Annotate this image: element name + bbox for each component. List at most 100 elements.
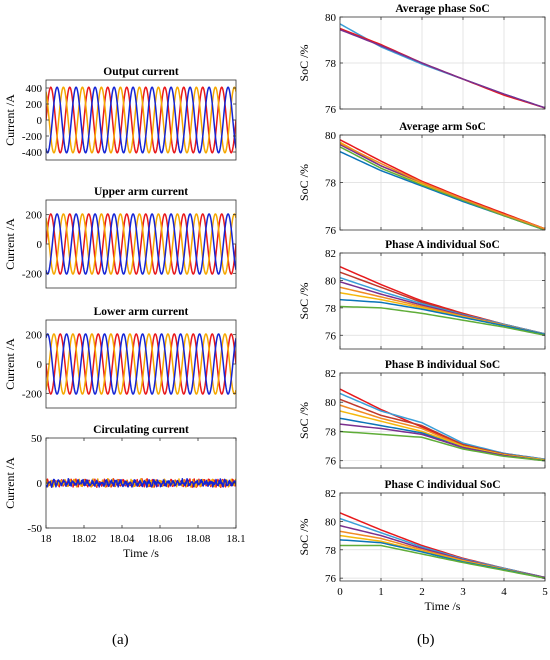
chart-phase-c-individual-soc: 76 78 80 82 0 1 2 3 4 5 Phase C individual SoC SoC … [297, 479, 548, 613]
chart-average-phase-soc: 76 78 80 Average phase SoC SoC /% [297, 3, 546, 116]
y-tick-label: 80 [325, 130, 337, 142]
chart-title: Phase C individual SoC [385, 479, 501, 491]
y-tick-label: 78 [325, 303, 337, 315]
y-tick-label: 76 [325, 456, 337, 468]
y-axis-label: Current /A [3, 338, 17, 390]
x-tick-label: 2 [419, 586, 425, 598]
y-axis-label: SoC /% [297, 518, 311, 555]
chart-output-current: -400 -200 0 200 400 Output current Current /A [3, 66, 237, 161]
series-group [340, 388, 545, 462]
chart-title: Phase B individual SoC [385, 359, 500, 371]
chart-title: Phase A individual SoC [385, 239, 500, 251]
x-tick-label: 18 [41, 533, 53, 545]
y-tick-label: 78 [325, 178, 337, 190]
x-tick-label: 18.1 [226, 533, 245, 545]
y-tick-label: 0 [37, 478, 43, 490]
y-tick-label: 200 [26, 210, 43, 222]
series-line [340, 142, 545, 230]
chart-title: Upper arm current [94, 186, 188, 198]
chart-phase-a-individual-soc: 76 78 80 82 Phase A individual SoC SoC /% [297, 239, 546, 350]
series-group [46, 86, 236, 154]
x-axis-label: Time /s [425, 599, 461, 613]
series-group [46, 478, 236, 488]
y-tick-label: 76 [325, 104, 337, 116]
chart-phase-b-individual-soc: 76 78 80 82 Phase B individual SoC SoC /% [297, 359, 546, 469]
chart-title: Average arm SoC [399, 121, 486, 133]
series-line [46, 333, 236, 395]
y-axis-label: Current /A [3, 218, 17, 270]
chart-lower-arm-current: -200 0 200 Lower arm current Current /A [3, 306, 237, 409]
x-tick-label: 18.04 [110, 533, 135, 545]
chart-upper-arm-current: -200 0 200 Upper arm current Current /A [3, 186, 237, 289]
y-tick-label: 76 [325, 225, 337, 237]
x-tick-label: 18.08 [186, 533, 211, 545]
y-tick-label: 200 [26, 99, 43, 111]
series-line [46, 213, 236, 275]
series-line [46, 86, 236, 154]
y-tick-label: 0 [37, 239, 43, 251]
chart-title: Lower arm current [94, 306, 189, 318]
y-tick-label: 80 [325, 275, 337, 287]
y-tick-label: -200 [22, 268, 43, 280]
y-tick-label: 78 [325, 545, 337, 557]
series-line [340, 305, 545, 337]
series-group [340, 139, 545, 230]
y-tick-label: 200 [26, 330, 43, 342]
chart-title: Output current [103, 66, 179, 78]
y-tick-label: 76 [325, 573, 337, 585]
x-axis-label: Time /s [123, 546, 159, 560]
y-tick-label: 50 [31, 433, 43, 445]
x-tick-label: 18.06 [148, 533, 173, 545]
y-tick-label: -200 [22, 388, 43, 400]
chart-average-arm-soc: 76 78 80 Average arm SoC SoC /% [297, 121, 546, 237]
y-axis-label: SoC /% [297, 44, 311, 81]
x-tick-label: 1 [378, 586, 384, 598]
x-tick-label: 18.02 [72, 533, 97, 545]
series-line [46, 86, 236, 154]
y-tick-label: 80 [325, 516, 337, 528]
caption-b: (b) [417, 632, 435, 648]
series-line [46, 333, 236, 395]
series-line [340, 146, 545, 230]
y-axis-label: SoC /% [297, 282, 311, 319]
y-tick-label: -200 [22, 131, 43, 143]
series-line [340, 430, 545, 462]
y-tick-label: 80 [325, 12, 337, 24]
x-tick-label: 4 [501, 586, 507, 598]
series-line [340, 298, 545, 336]
series-line [340, 544, 545, 579]
series-line [46, 478, 236, 488]
y-tick-label: 78 [325, 426, 337, 438]
panel-b: 76 78 80 Average phase SoC SoC /% 76 78 80 Avera… [297, 3, 548, 613]
series-group [46, 333, 236, 395]
y-tick-label: 0 [37, 115, 43, 127]
series-line [46, 86, 236, 154]
x-tick-label: 0 [337, 586, 343, 598]
series-line [46, 213, 236, 275]
y-tick-label: 82 [325, 368, 336, 380]
y-axis-label: SoC /% [297, 402, 311, 439]
series-group [46, 213, 236, 275]
caption-a: (a) [112, 632, 129, 648]
plot-area [340, 253, 545, 349]
y-tick-label: 0 [37, 359, 43, 371]
series-line [46, 333, 236, 395]
plot-area [340, 373, 545, 468]
y-tick-label: 400 [26, 83, 43, 95]
series-line [46, 213, 236, 275]
chart-title: Circulating current [93, 424, 189, 436]
y-tick-label: -50 [27, 523, 42, 535]
y-axis-label: Current /A [3, 457, 17, 509]
plot-frame [339, 372, 546, 469]
y-tick-label: 82 [325, 248, 336, 260]
x-tick-label: 3 [460, 586, 466, 598]
series-line [340, 28, 545, 109]
plot-frame [339, 492, 546, 582]
y-axis-label: Current /A [3, 94, 17, 146]
y-tick-label: 82 [325, 488, 336, 500]
y-axis-label: SoC /% [297, 164, 311, 201]
series-group [340, 23, 545, 109]
y-tick-label: 78 [325, 58, 337, 70]
